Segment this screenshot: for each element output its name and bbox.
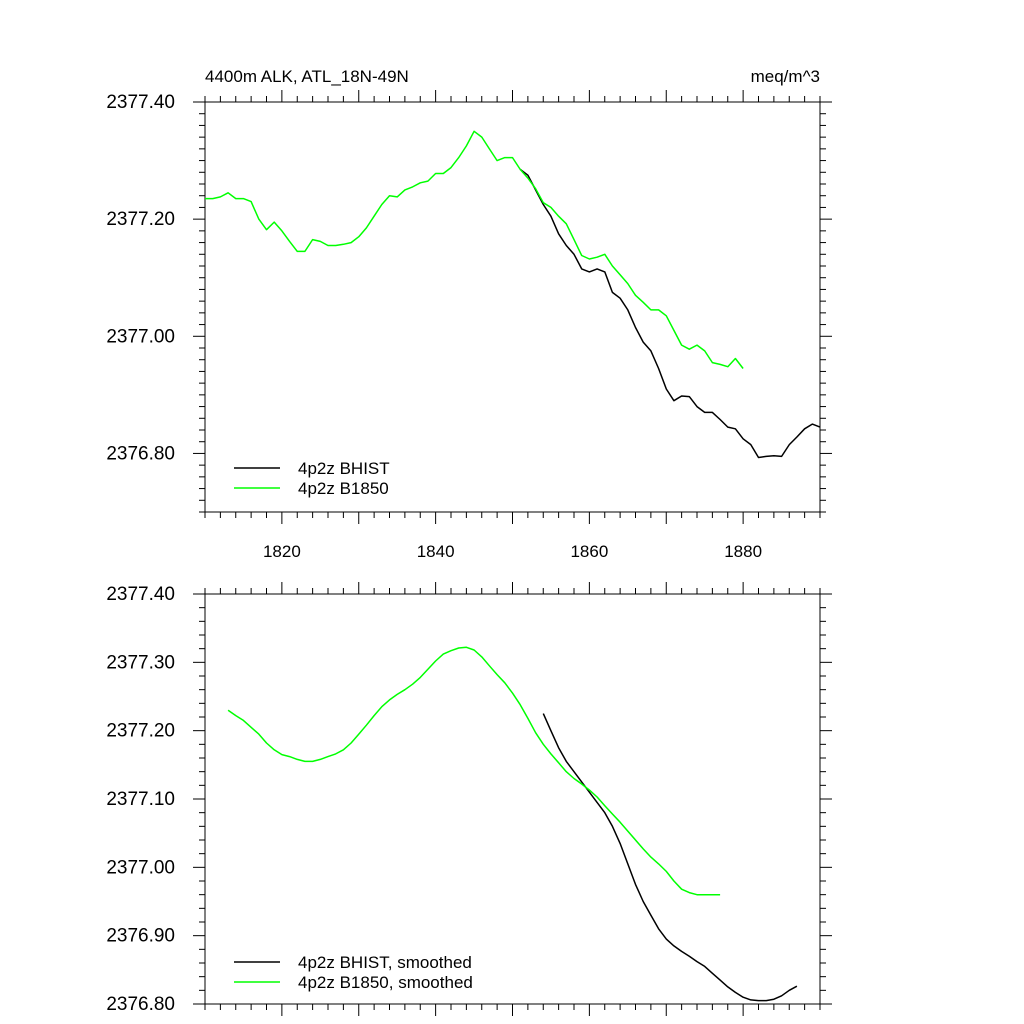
bottom-chart-panel: 2376.80 2376.90 2377.00 2377.10 2377.20 2377.…	[106, 582, 832, 1016]
y-tick-label: 2377.00	[106, 326, 175, 347]
y-tick-label: 2377.00	[106, 857, 175, 878]
chart-units: meq/m^3	[751, 67, 820, 86]
series-line-b1850	[205, 130, 744, 369]
series-line-bhist	[519, 168, 821, 459]
series-line-b1850	[227, 646, 721, 896]
y-tick-label: 2377.40	[106, 92, 175, 113]
y-tick-label: 2377.40	[106, 584, 175, 605]
plot-frame	[204, 101, 821, 513]
top-axis-ticks: 1820 1840 1860 1880 2376.80 2377.00 2377.20 237…	[106, 90, 832, 561]
x-tick-label: 1840	[417, 542, 455, 561]
bottom-axis-ticks: 2376.80 2376.90 2377.00 2377.10 2377.20 2377.…	[106, 582, 832, 1016]
y-tick-label: 2377.20	[106, 209, 175, 230]
legend-label: 4p2z BHIST	[298, 459, 390, 478]
y-tick-label: 2376.80	[106, 994, 175, 1015]
chart-title: 4400m ALK, ATL_18N-49N	[205, 67, 409, 86]
x-tick-label: 1860	[570, 542, 608, 561]
bottom-series-group	[227, 646, 798, 1002]
y-tick-label: 2376.80	[106, 443, 175, 464]
legend-label: 4p2z BHIST, smoothed	[298, 953, 472, 972]
y-tick-label: 2376.90	[106, 926, 175, 947]
legend-label: 4p2z B1850, smoothed	[298, 973, 473, 992]
plot-frame	[204, 593, 821, 1005]
x-tick-label: 1880	[724, 542, 762, 561]
series-line-bhist	[542, 713, 798, 1002]
legend-label: 4p2z B1850	[298, 479, 389, 498]
y-tick-label: 2377.30	[106, 652, 175, 673]
y-tick-label: 2377.10	[106, 789, 175, 810]
x-tick-label: 1820	[263, 542, 301, 561]
y-tick-label: 2377.20	[106, 721, 175, 742]
top-series-group	[205, 130, 821, 459]
top-chart-panel: 4400m ALK, ATL_18N-49N meq/m^3 1820 1840 1…	[106, 67, 832, 561]
